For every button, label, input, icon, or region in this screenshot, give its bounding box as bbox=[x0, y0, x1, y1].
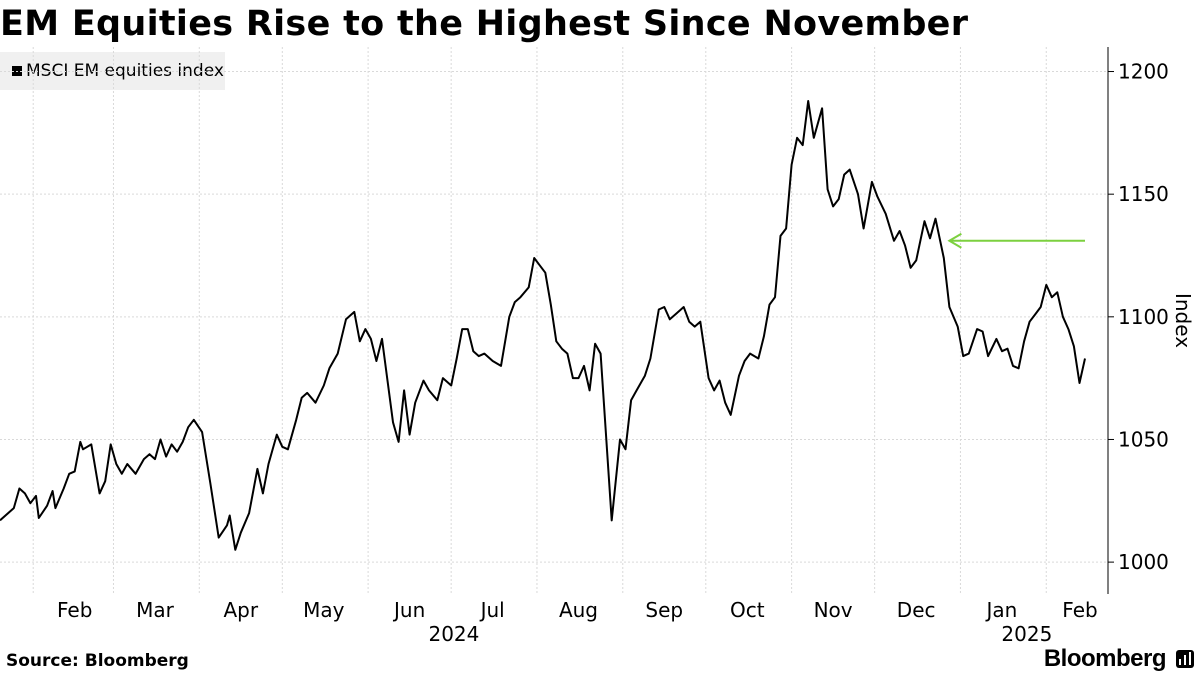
y-tick-label: 1100 bbox=[1118, 305, 1169, 329]
x-tick-label: Jan bbox=[985, 598, 1018, 622]
chart-legend: MSCI EM equities index bbox=[0, 52, 225, 90]
x-tick-label: Nov bbox=[814, 598, 853, 622]
x-tick-label: Aug bbox=[559, 598, 598, 622]
y-axis-title: Index bbox=[1171, 293, 1195, 348]
y-tick-label: 1200 bbox=[1118, 60, 1169, 84]
brand-logo: Bloomberg bbox=[1043, 645, 1167, 672]
x-tick-label: Feb bbox=[57, 598, 92, 622]
x-tick-label: May bbox=[303, 598, 345, 622]
legend-label: MSCI EM equities index bbox=[26, 61, 224, 81]
annotation-arrow-head bbox=[947, 232, 962, 249]
legend-swatch bbox=[12, 66, 22, 76]
x-tick-label: Apr bbox=[223, 598, 258, 622]
bar-chart-icon bbox=[1176, 650, 1194, 668]
x-tick-label: Jul bbox=[479, 598, 505, 622]
x-tick-label: Oct bbox=[730, 598, 765, 622]
y-tick-label: 1150 bbox=[1118, 182, 1169, 206]
chart-title: EM Equities Rise to the Highest Since No… bbox=[0, 4, 969, 44]
x-tick-label: Feb bbox=[1062, 598, 1097, 622]
x-year-label: 2025 bbox=[1001, 622, 1052, 646]
x-tick-label: Dec bbox=[897, 598, 936, 622]
x-tick-label: Mar bbox=[136, 598, 175, 622]
y-tick-label: 1050 bbox=[1118, 427, 1169, 451]
source-note: Source: Bloomberg bbox=[6, 651, 189, 671]
series-line bbox=[0, 100, 1086, 551]
x-tick-label: Jun bbox=[392, 598, 425, 622]
y-tick-label: 1000 bbox=[1118, 550, 1169, 574]
x-tick-label: Sep bbox=[645, 598, 683, 622]
x-year-label: 2024 bbox=[428, 622, 479, 646]
